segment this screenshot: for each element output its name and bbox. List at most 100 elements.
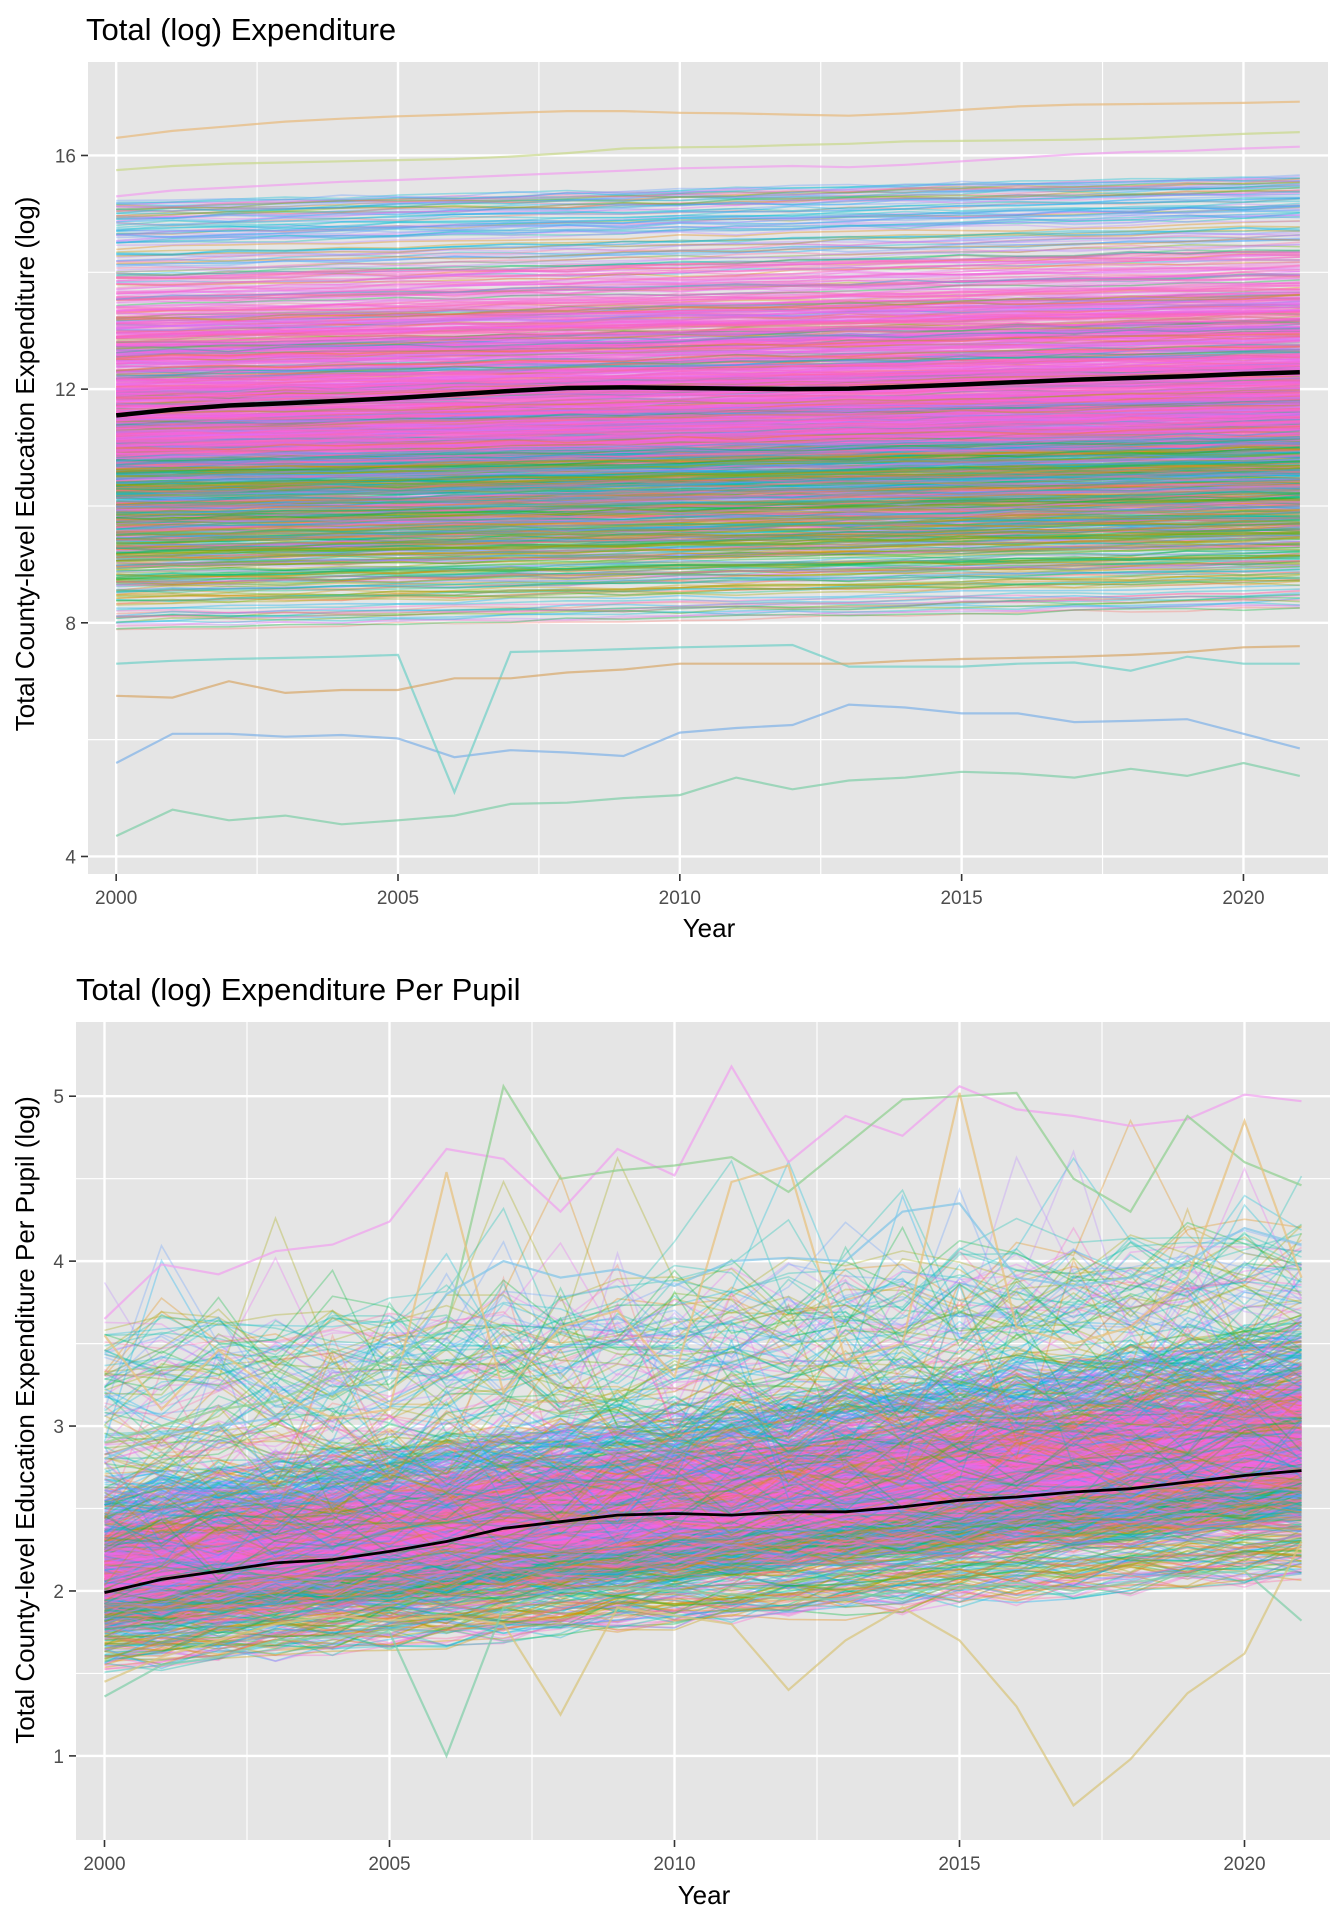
county-series-line — [116, 308, 1300, 339]
county-series-line — [104, 1386, 1302, 1560]
county-series-line — [116, 394, 1300, 418]
county-series-line — [104, 1517, 1302, 1622]
county-series-line — [116, 281, 1300, 308]
county-series-line — [104, 1470, 1302, 1581]
county-series-line — [116, 433, 1300, 460]
county-series-line — [116, 428, 1300, 456]
county-series-line — [104, 1416, 1302, 1561]
county-series-line — [116, 390, 1300, 417]
county-series-line — [116, 366, 1300, 392]
county-series-line — [116, 466, 1300, 492]
county-series-line — [116, 305, 1300, 334]
county-series-line — [116, 519, 1300, 545]
y-tick-label: 3 — [53, 1417, 64, 1438]
county-series-line — [116, 253, 1300, 282]
county-series-line — [116, 517, 1300, 540]
county-series-line — [104, 1439, 1302, 1562]
county-series-line — [116, 395, 1300, 419]
county-series-line — [104, 1499, 1302, 1638]
county-series-line — [116, 493, 1300, 517]
county-series-line — [116, 472, 1300, 498]
county-series-line — [116, 204, 1300, 232]
county-series-line — [116, 501, 1300, 527]
county-series-line — [104, 1408, 1302, 1544]
county-series-line — [116, 560, 1300, 586]
county-series-line — [116, 293, 1300, 319]
county-series-line — [116, 554, 1300, 578]
county-series-line — [116, 389, 1300, 417]
county-series-line — [116, 520, 1300, 545]
county-series-line — [116, 472, 1300, 496]
county-series-line — [116, 401, 1300, 428]
county-series-line — [116, 443, 1300, 466]
county-series-line — [116, 486, 1300, 511]
county-series-line — [104, 1443, 1302, 1588]
county-series-line — [116, 452, 1300, 478]
county-series-line — [116, 492, 1300, 519]
county-series-line — [104, 1504, 1302, 1622]
county-series-line — [116, 326, 1300, 354]
county-series-line — [116, 593, 1300, 620]
county-series-line — [104, 1405, 1302, 1555]
county-series-line — [116, 468, 1300, 494]
county-series-line — [116, 411, 1300, 438]
county-series-line — [116, 394, 1300, 422]
county-series-line — [104, 1496, 1302, 1627]
county-series-line — [116, 292, 1300, 322]
county-series-line — [116, 373, 1300, 398]
county-series-line — [104, 1454, 1302, 1574]
county-series-line — [116, 251, 1300, 276]
county-series-line — [116, 445, 1300, 471]
county-series-line — [116, 305, 1300, 331]
county-series-line — [116, 404, 1300, 434]
county-series-line — [104, 1385, 1302, 1533]
county-series-line — [104, 1378, 1302, 1547]
county-series-line — [116, 450, 1300, 474]
county-series-line — [104, 1414, 1302, 1549]
county-series-line — [104, 1377, 1302, 1531]
county-series-line — [116, 400, 1300, 428]
county-series-line — [104, 1478, 1302, 1605]
county-series-line — [116, 590, 1300, 615]
county-series-line — [116, 435, 1300, 461]
county-series-line — [104, 1503, 1302, 1633]
county-series-line — [116, 562, 1300, 586]
county-series-line — [116, 446, 1300, 470]
county-series-line — [116, 212, 1300, 244]
county-series-line — [104, 1399, 1302, 1539]
county-series-line — [104, 1381, 1302, 1544]
county-series-line — [116, 339, 1300, 369]
county-series-line — [116, 520, 1300, 545]
county-series-line — [116, 483, 1300, 508]
county-series-line — [104, 1505, 1302, 1633]
county-series-line — [116, 186, 1300, 219]
county-series-line — [104, 1490, 1302, 1604]
county-series-line — [116, 424, 1300, 453]
county-series-line — [116, 403, 1300, 431]
county-series-line — [116, 459, 1300, 486]
county-series-line — [116, 607, 1300, 630]
county-series-line — [116, 376, 1300, 403]
county-series-line — [116, 323, 1300, 352]
county-series-line — [104, 1457, 1302, 1583]
county-series-line — [116, 340, 1300, 369]
county-series-line — [104, 1411, 1302, 1550]
county-series-line — [116, 480, 1300, 507]
county-series-line — [116, 499, 1300, 524]
county-series-line — [116, 259, 1300, 284]
county-series-line — [116, 572, 1300, 594]
county-series-line — [116, 554, 1300, 580]
county-series-line — [116, 394, 1300, 422]
county-series-line — [116, 517, 1300, 542]
county-series-line — [116, 493, 1300, 516]
county-series-line — [116, 418, 1300, 444]
county-series-line — [116, 563, 1300, 587]
county-series-line — [116, 523, 1300, 550]
county-series-line — [104, 1541, 1302, 1648]
county-series-line — [104, 1403, 1302, 1547]
county-series-line — [116, 525, 1300, 551]
county-series-line — [104, 1426, 1302, 1579]
county-series-line — [116, 421, 1300, 447]
county-series-line — [116, 345, 1300, 372]
county-series-line — [116, 436, 1300, 462]
